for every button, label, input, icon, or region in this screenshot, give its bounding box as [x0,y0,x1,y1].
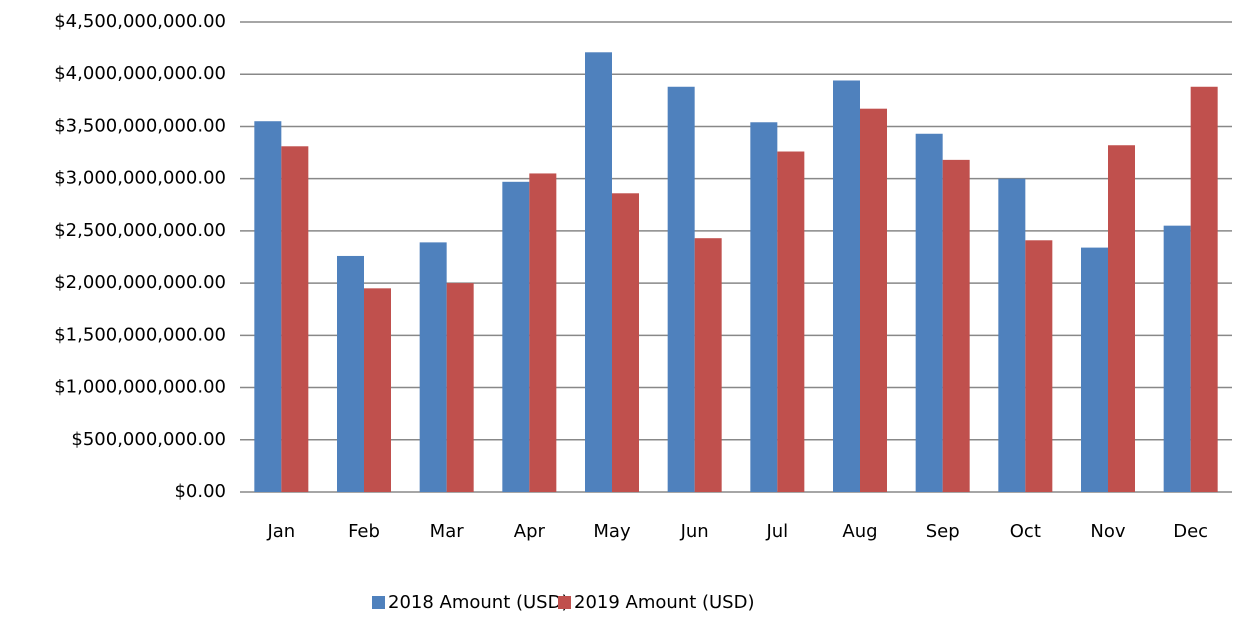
x-tick-label: Jan [266,521,295,542]
y-tick-label: $0.00 [174,481,226,502]
x-tick-label: Apr [514,521,546,542]
bar [667,86,695,492]
bar [942,159,970,492]
bar [833,80,860,492]
x-tick-label: Sep [926,521,960,542]
y-tick-label: $2,000,000,000.00 [54,272,226,293]
x-tick-label: Oct [1010,521,1041,542]
bar [998,178,1026,492]
bar [585,52,612,493]
bar [529,173,557,492]
x-tick-label: May [593,521,631,542]
bar [694,238,722,492]
bar [1190,86,1218,492]
bar [337,255,364,492]
x-tick-label: Dec [1173,521,1208,542]
x-tick-label: Jul [765,521,788,542]
bar [750,122,778,493]
bar [612,193,639,493]
bar [1163,225,1191,492]
y-tick-label: $1,500,000,000.00 [54,324,226,345]
bar [502,181,530,493]
x-tick-label: Feb [348,521,380,542]
x-tick-label: Mar [430,521,465,542]
legend-swatch [372,596,385,609]
bar [419,242,447,492]
bar [364,288,391,492]
bar [446,283,474,492]
bar [860,108,887,492]
y-tick-label: $4,000,000,000.00 [54,63,226,84]
y-tick-label: $500,000,000.00 [71,429,226,450]
y-tick-label: $1,000,000,000.00 [54,377,226,398]
x-tick-label: Nov [1090,521,1125,542]
y-tick-label: $3,000,000,000.00 [54,168,226,189]
bar [254,121,282,492]
legend-label: 2019 Amount (USD) [574,592,755,613]
bar [777,151,805,492]
x-tick-label: Jun [680,521,709,542]
bar [915,133,943,492]
bar [1081,247,1108,492]
y-tick-label: $3,500,000,000.00 [54,115,226,136]
y-tick-label: $4,500,000,000.00 [54,11,226,32]
bar [1025,240,1053,492]
legend-swatch [558,596,571,609]
legend-label: 2018 Amount (USD) [388,592,569,613]
bar [1108,145,1135,492]
y-tick-label: $2,500,000,000.00 [54,220,226,241]
x-tick-label: Aug [842,521,877,542]
bar [281,146,309,493]
